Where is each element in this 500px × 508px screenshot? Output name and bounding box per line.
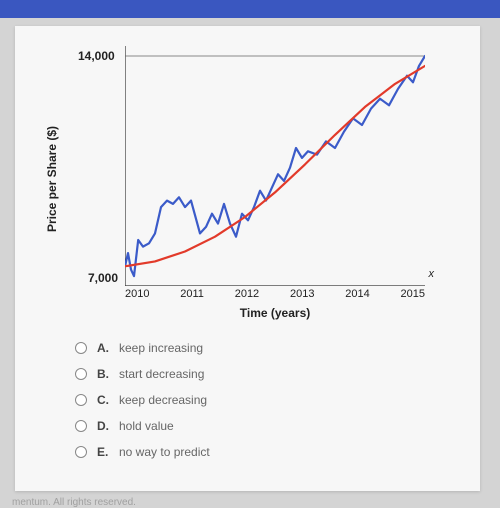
series-group	[125, 56, 425, 276]
answer-options: A. keep increasing B. start decreasing C…	[75, 341, 465, 459]
option-text: no way to predict	[119, 445, 210, 459]
x-tick: 2012	[235, 288, 259, 300]
y-axis-label: Price per Share ($)	[45, 125, 59, 231]
x-variable: x	[429, 268, 435, 280]
option-e[interactable]: E. no way to predict	[75, 445, 465, 459]
y-tick-top: 14,000	[78, 49, 115, 63]
x-tick: 2013	[290, 288, 314, 300]
option-b[interactable]: B. start decreasing	[75, 367, 465, 381]
x-axis-label: Time (years)	[125, 306, 425, 320]
option-c[interactable]: C. keep decreasing	[75, 393, 465, 407]
footer-text: mentum. All rights reserved.	[12, 497, 500, 508]
trend-line-line	[125, 66, 425, 266]
x-tick: 2015	[401, 288, 425, 300]
option-letter: B.	[97, 367, 119, 381]
x-tick: 2010	[125, 288, 149, 300]
price-chart: Price per Share ($) 14,000 7,000 x 2010 …	[60, 36, 430, 321]
question-panel: Price per Share ($) 14,000 7,000 x 2010 …	[15, 26, 480, 491]
radio-icon[interactable]	[75, 368, 87, 380]
y-tick-bottom: 7,000	[88, 271, 118, 285]
x-tick: 2014	[345, 288, 369, 300]
x-tick: 2011	[180, 288, 204, 300]
option-text: keep decreasing	[119, 393, 207, 407]
option-letter: A.	[97, 341, 119, 355]
stock-price-line	[125, 56, 425, 276]
window-top-bar	[0, 0, 500, 18]
option-a[interactable]: A. keep increasing	[75, 341, 465, 355]
option-d[interactable]: D. hold value	[75, 419, 465, 433]
option-text: start decreasing	[119, 367, 204, 381]
radio-icon[interactable]	[75, 342, 87, 354]
option-letter: E.	[97, 445, 119, 459]
option-text: hold value	[119, 419, 174, 433]
option-text: keep increasing	[119, 341, 203, 355]
option-letter: C.	[97, 393, 119, 407]
radio-icon[interactable]	[75, 420, 87, 432]
chart-svg	[125, 46, 425, 286]
option-letter: D.	[97, 419, 119, 433]
radio-icon[interactable]	[75, 394, 87, 406]
radio-icon[interactable]	[75, 446, 87, 458]
x-ticks: 2010 2011 2012 2013 2014 2015	[125, 288, 425, 300]
